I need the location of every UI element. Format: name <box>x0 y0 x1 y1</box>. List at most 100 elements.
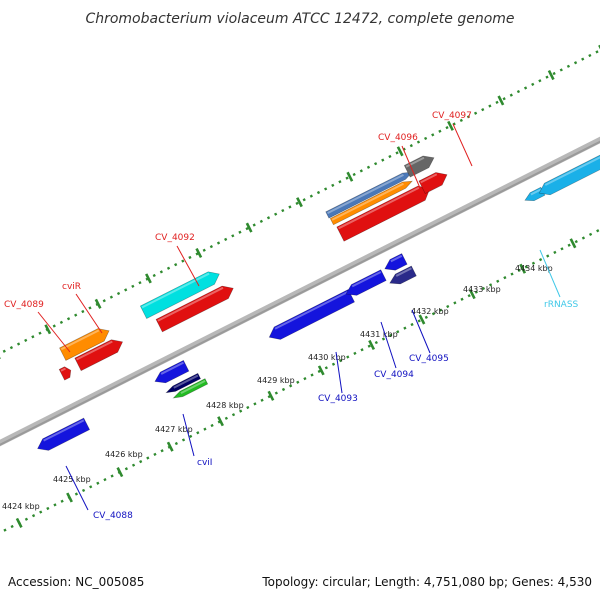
tick-marks: 4424 kbp 4425 kbp 4426 kbp 4427 kbp 4428 kbp… <box>0 44 600 528</box>
map-title: Chromobacterium violaceum ATCC 12472, co… <box>85 11 514 27</box>
tick-label: 4425 kbp <box>53 475 91 484</box>
tick-label: 4433 kbp <box>463 285 501 294</box>
genome-summary-text: Topology: circular; Length: 4,751,080 bp… <box>261 575 592 589</box>
gene-feature <box>165 372 201 394</box>
gene-feature-highlight <box>173 374 199 389</box>
label-leader-line <box>75 293 103 334</box>
gene-feature-highlight <box>76 340 113 361</box>
major-tick <box>195 247 203 259</box>
gene-feature <box>403 155 435 178</box>
major-tick <box>346 171 354 182</box>
label-leader-line <box>176 245 200 287</box>
tick-label: 4431 kbp <box>360 330 398 339</box>
gene-feature <box>389 265 417 285</box>
gene-feature <box>155 285 234 333</box>
gene-features <box>37 154 600 451</box>
major-tick <box>245 222 253 233</box>
gene-label: CV_4092 <box>155 233 195 243</box>
gene-feature <box>325 171 413 219</box>
gene-feature <box>418 172 448 194</box>
gene-feature <box>154 360 190 384</box>
gene-label: rRNASS <box>544 300 579 310</box>
major-tick <box>569 238 577 249</box>
gene-feature-highlight <box>544 156 600 186</box>
major-tick <box>166 441 174 452</box>
gene-label: CV_4088 <box>93 511 133 521</box>
major-tick <box>66 492 73 503</box>
tick-label: 4426 kbp <box>105 450 143 459</box>
label-leader-line <box>452 123 473 167</box>
outer-track <box>0 49 600 355</box>
gene-feature-highlight <box>274 290 349 330</box>
label-leader-line <box>37 311 71 353</box>
gene-feature <box>139 271 220 319</box>
gene-label: CV_4094 <box>374 370 414 380</box>
gene-feature-highlight <box>60 329 100 351</box>
tick-label: 4427 kbp <box>155 425 193 434</box>
tick-label: 4424 kbp <box>2 502 40 511</box>
major-tick <box>418 314 426 325</box>
gene-feature-highlight <box>60 367 66 372</box>
gene-feature-highlight <box>390 254 403 263</box>
gene-feature <box>59 328 110 361</box>
tick-label: 4429 kbp <box>257 376 295 385</box>
major-tick <box>396 146 404 157</box>
gene-label: CV_4093 <box>318 394 358 404</box>
label-leader-line <box>182 413 195 457</box>
gene-feature <box>384 253 408 271</box>
gene-label: CV_4089 <box>4 300 44 310</box>
label-leader-line <box>335 351 343 394</box>
major-tick <box>296 197 303 208</box>
accession-text: Accession: NC_005085 <box>8 575 144 589</box>
gene-feature <box>329 180 413 226</box>
label-leader-line <box>380 321 397 369</box>
gene-feature <box>172 378 209 399</box>
label-leader-line <box>411 309 431 354</box>
major-tick <box>116 467 124 478</box>
major-tick <box>217 416 224 427</box>
major-tick <box>447 120 454 131</box>
gene-feature <box>538 154 600 196</box>
major-tick <box>267 390 275 401</box>
gene-label: CV_4095 <box>409 354 449 364</box>
tick-label: 4434 kbp <box>515 264 553 273</box>
major-tick <box>44 324 52 335</box>
major-tick <box>519 263 527 274</box>
gene-feature <box>74 339 124 372</box>
gene-feature-highlight <box>420 173 438 184</box>
gene-feature-highlight <box>338 186 420 230</box>
gene-label: cviR <box>62 282 81 292</box>
genome-backbone <box>0 136 600 447</box>
gene-labels: CV_4089 cviR CV_4092 CV_4096 CV_4097 CV_4088 c… <box>4 111 579 521</box>
gene-label: CV_4097 <box>432 111 472 121</box>
major-tick <box>94 298 102 309</box>
backbone-shade <box>0 140 600 446</box>
gene-feature-highlight <box>141 272 210 309</box>
gene-feature-highlight <box>180 380 206 394</box>
gene-feature-highlight <box>43 419 85 442</box>
backbone-line <box>0 136 600 447</box>
gene-feature <box>37 417 91 451</box>
major-tick <box>368 339 376 351</box>
major-tick <box>468 289 476 300</box>
gene-feature-highlight <box>395 267 412 277</box>
major-tick <box>497 95 505 106</box>
label-leader-line <box>539 249 561 298</box>
tick-label: 4428 kbp <box>206 401 244 410</box>
gene-label: CV_4096 <box>378 133 418 143</box>
label-leader-lines <box>37 123 561 511</box>
gene-feature <box>345 269 387 296</box>
major-tick <box>15 517 23 528</box>
dotted-tracks <box>0 49 600 534</box>
major-tick <box>547 69 555 81</box>
gene-feature-highlight <box>331 182 404 221</box>
inner-track <box>0 228 600 534</box>
gene-feature <box>58 366 72 381</box>
major-tick <box>317 365 325 376</box>
label-leader-line <box>401 145 421 189</box>
tick-label: 4432 kbp <box>411 307 449 316</box>
tick-label: 4430 kbp <box>308 353 346 362</box>
gene-feature <box>336 185 431 242</box>
gene-feature <box>268 289 355 340</box>
